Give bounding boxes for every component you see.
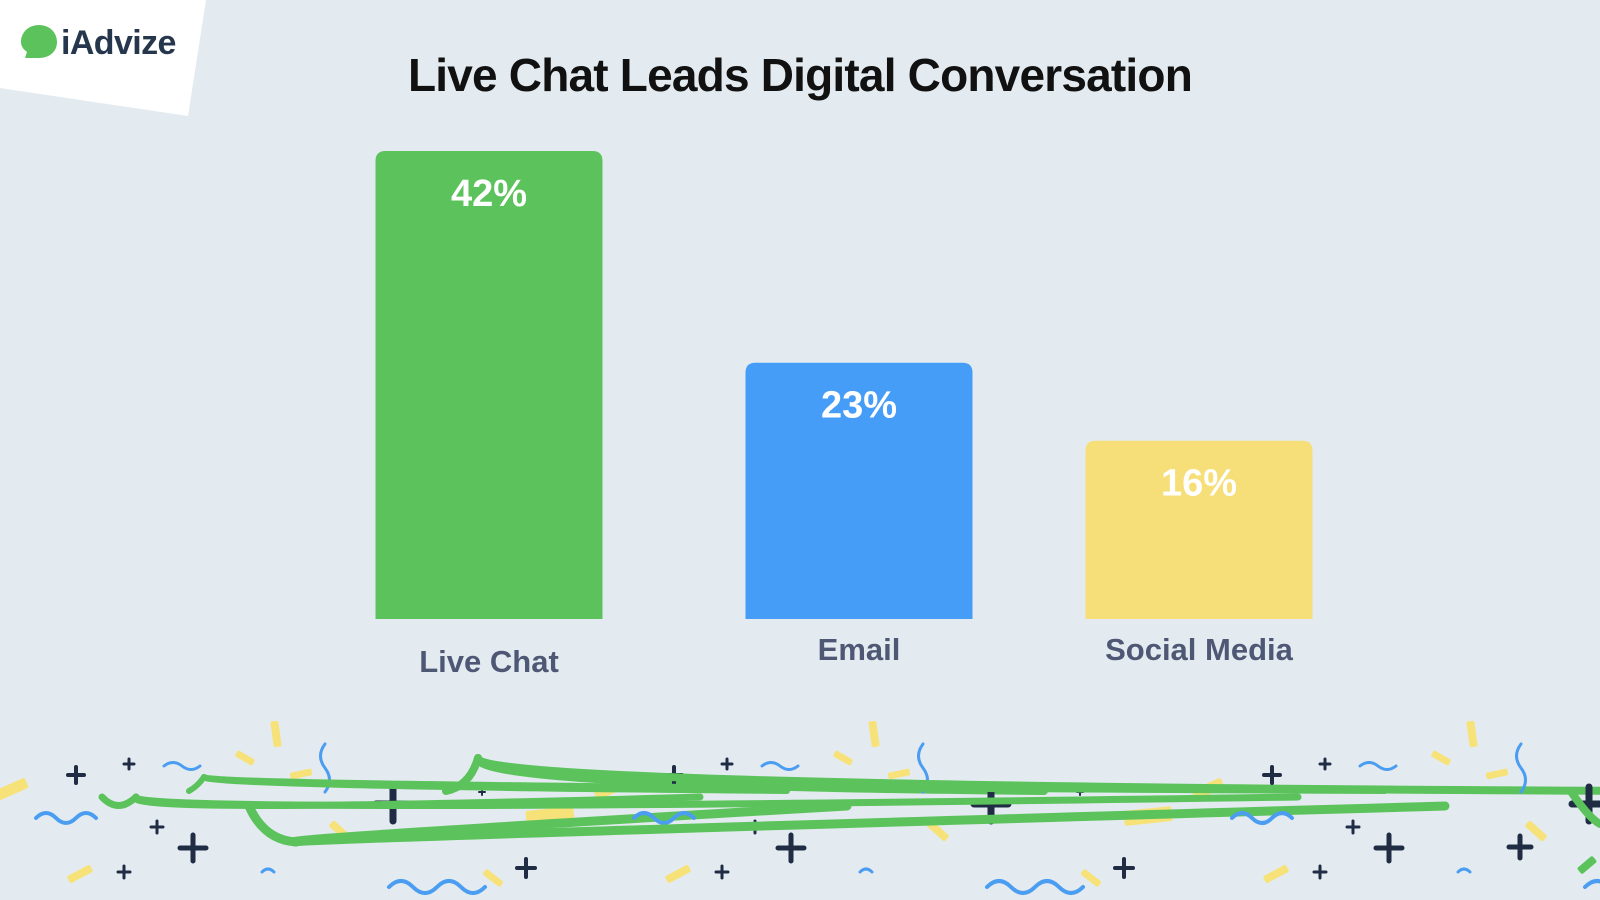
confetti-strip bbox=[67, 865, 93, 883]
category-label: Social Media bbox=[1105, 632, 1294, 667]
confetti-piece bbox=[1568, 789, 1600, 828]
category-label: Live Chat bbox=[419, 644, 559, 679]
confetti-plus bbox=[116, 864, 132, 880]
confetti-piece bbox=[858, 867, 874, 874]
confetti-piece bbox=[1456, 867, 1472, 874]
logo-card-background bbox=[0, 0, 206, 116]
confetti-piece bbox=[760, 761, 800, 771]
confetti-plus bbox=[1312, 864, 1328, 880]
brand-name: iAdvize bbox=[61, 24, 176, 62]
confetti-strip bbox=[1431, 750, 1451, 766]
confetti-piece bbox=[632, 811, 696, 825]
confetti-plus bbox=[1373, 832, 1405, 864]
confetti-strip bbox=[1466, 720, 1478, 748]
confetti-strip bbox=[665, 865, 691, 883]
confetti-piece bbox=[1515, 742, 1527, 794]
confetti-plus bbox=[714, 864, 730, 880]
confetti-piece bbox=[260, 867, 276, 874]
confetti-strip bbox=[1080, 869, 1102, 887]
confetti-strip bbox=[833, 750, 853, 766]
bar-email bbox=[745, 362, 973, 619]
confetti-piece bbox=[132, 793, 1302, 809]
confetti-plus bbox=[720, 757, 734, 771]
confetti-plus bbox=[1318, 757, 1332, 771]
confetti-plus bbox=[177, 832, 209, 864]
confetti-piece bbox=[1583, 879, 1600, 889]
confetti-piece bbox=[34, 811, 98, 825]
confetti-piece bbox=[1230, 811, 1294, 825]
confetti-piece bbox=[162, 761, 202, 771]
bar-social-media bbox=[1085, 440, 1313, 619]
confetti-strip bbox=[289, 768, 313, 780]
confetti-strip bbox=[235, 750, 255, 766]
confetti-strip bbox=[868, 720, 880, 748]
confetti-piece bbox=[244, 801, 301, 847]
confetti-strip bbox=[1485, 768, 1509, 780]
confetti-strip bbox=[887, 768, 911, 780]
confetti-plus bbox=[149, 819, 165, 835]
confetti-plus bbox=[66, 765, 86, 785]
confetti-plus bbox=[1506, 833, 1534, 861]
confetti-group bbox=[0, 720, 1600, 895]
confetti-plus bbox=[1345, 819, 1361, 835]
value-label: 23% bbox=[821, 385, 897, 427]
confetti-plus bbox=[1113, 857, 1135, 879]
logo-card: iAdvize bbox=[0, 0, 210, 120]
confetti-strip bbox=[0, 778, 29, 800]
confetti-piece bbox=[200, 774, 1388, 794]
confetti-plus bbox=[775, 832, 807, 864]
chat-bubble-logo-icon bbox=[21, 25, 57, 58]
confetti-strip bbox=[1263, 865, 1289, 883]
bar-live-chat bbox=[375, 151, 603, 619]
confetti-piece bbox=[290, 801, 1450, 847]
confetti-strip bbox=[270, 720, 282, 748]
confetti-piece bbox=[98, 793, 140, 809]
confetti-piece bbox=[1358, 761, 1398, 771]
value-label: 42% bbox=[451, 173, 527, 215]
confetti-strip bbox=[1577, 856, 1597, 874]
confetti-strip bbox=[927, 820, 949, 842]
confetti-plus bbox=[122, 757, 136, 771]
confetti-piece bbox=[985, 879, 1085, 895]
confetti-strip bbox=[1525, 820, 1547, 842]
confetti-strip bbox=[482, 869, 504, 887]
chart-title: Live Chat Leads Digital Conversation bbox=[407, 49, 1193, 101]
value-label: 16% bbox=[1161, 463, 1237, 505]
category-label: Email bbox=[818, 632, 901, 667]
confetti-plus bbox=[515, 857, 537, 879]
confetti-piece bbox=[387, 879, 487, 895]
confetti-plus bbox=[1262, 765, 1282, 785]
